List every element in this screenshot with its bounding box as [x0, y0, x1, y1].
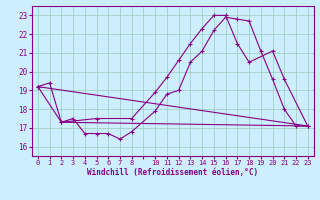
X-axis label: Windchill (Refroidissement éolien,°C): Windchill (Refroidissement éolien,°C)	[87, 168, 258, 177]
